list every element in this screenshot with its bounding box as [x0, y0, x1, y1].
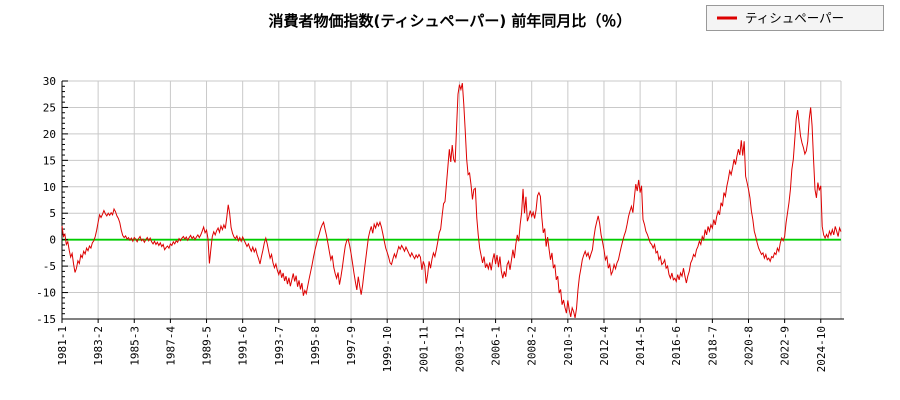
x-tick-label: 2018-7 [706, 326, 719, 366]
x-tick-label: 1997-9 [345, 326, 358, 366]
x-tick-label: 2008-2 [526, 326, 539, 366]
y-tick-label: 5 [49, 207, 56, 220]
chart-title: 消費者物価指数(ティシュペーパー) 前年同月比（％） [269, 12, 632, 30]
x-tick-label: 1981-1 [56, 326, 69, 366]
x-tick-label: 2020-8 [743, 326, 756, 366]
x-tick-label: 1995-8 [309, 326, 322, 366]
plot-background [62, 81, 841, 319]
x-tick-label: 2010-3 [562, 326, 575, 366]
x-tick-label: 1999-10 [381, 326, 394, 372]
x-tick-label: 2006-1 [490, 326, 503, 366]
y-tick-label: 0 [49, 234, 56, 247]
x-tick-label: 1983-2 [92, 326, 105, 366]
x-tick-label: 2016-6 [670, 326, 683, 366]
x-tick-label: 1989-5 [201, 326, 214, 366]
y-tick-label: 30 [43, 75, 56, 88]
x-tick-label: 2014-5 [634, 326, 647, 366]
x-tick-label: 2003-12 [453, 326, 466, 372]
x-tick-label: 1993-7 [273, 326, 286, 366]
x-tick-label: 2012-4 [598, 326, 611, 366]
x-tick-label: 1985-3 [128, 326, 141, 366]
x-tick-label: 1987-4 [164, 326, 177, 366]
series-line [61, 83, 842, 319]
y-tick-label: 25 [43, 101, 56, 114]
y-tick-label: -15 [36, 313, 56, 326]
y-tick-label: -10 [36, 287, 56, 300]
x-tick-label: 2001-11 [417, 326, 430, 372]
y-tick-label: 10 [43, 181, 56, 194]
legend-label: ティシュペーパー [745, 11, 844, 26]
x-tick-label: 1991-6 [237, 326, 250, 366]
x-tick-label: 2024-10 [815, 326, 828, 372]
y-tick-label: -5 [43, 260, 56, 273]
y-tick-label: 20 [43, 128, 56, 141]
y-tick-label: 15 [43, 154, 56, 167]
x-tick-label: 2022-9 [779, 326, 792, 366]
legend: ティシュペーパー [706, 5, 884, 31]
